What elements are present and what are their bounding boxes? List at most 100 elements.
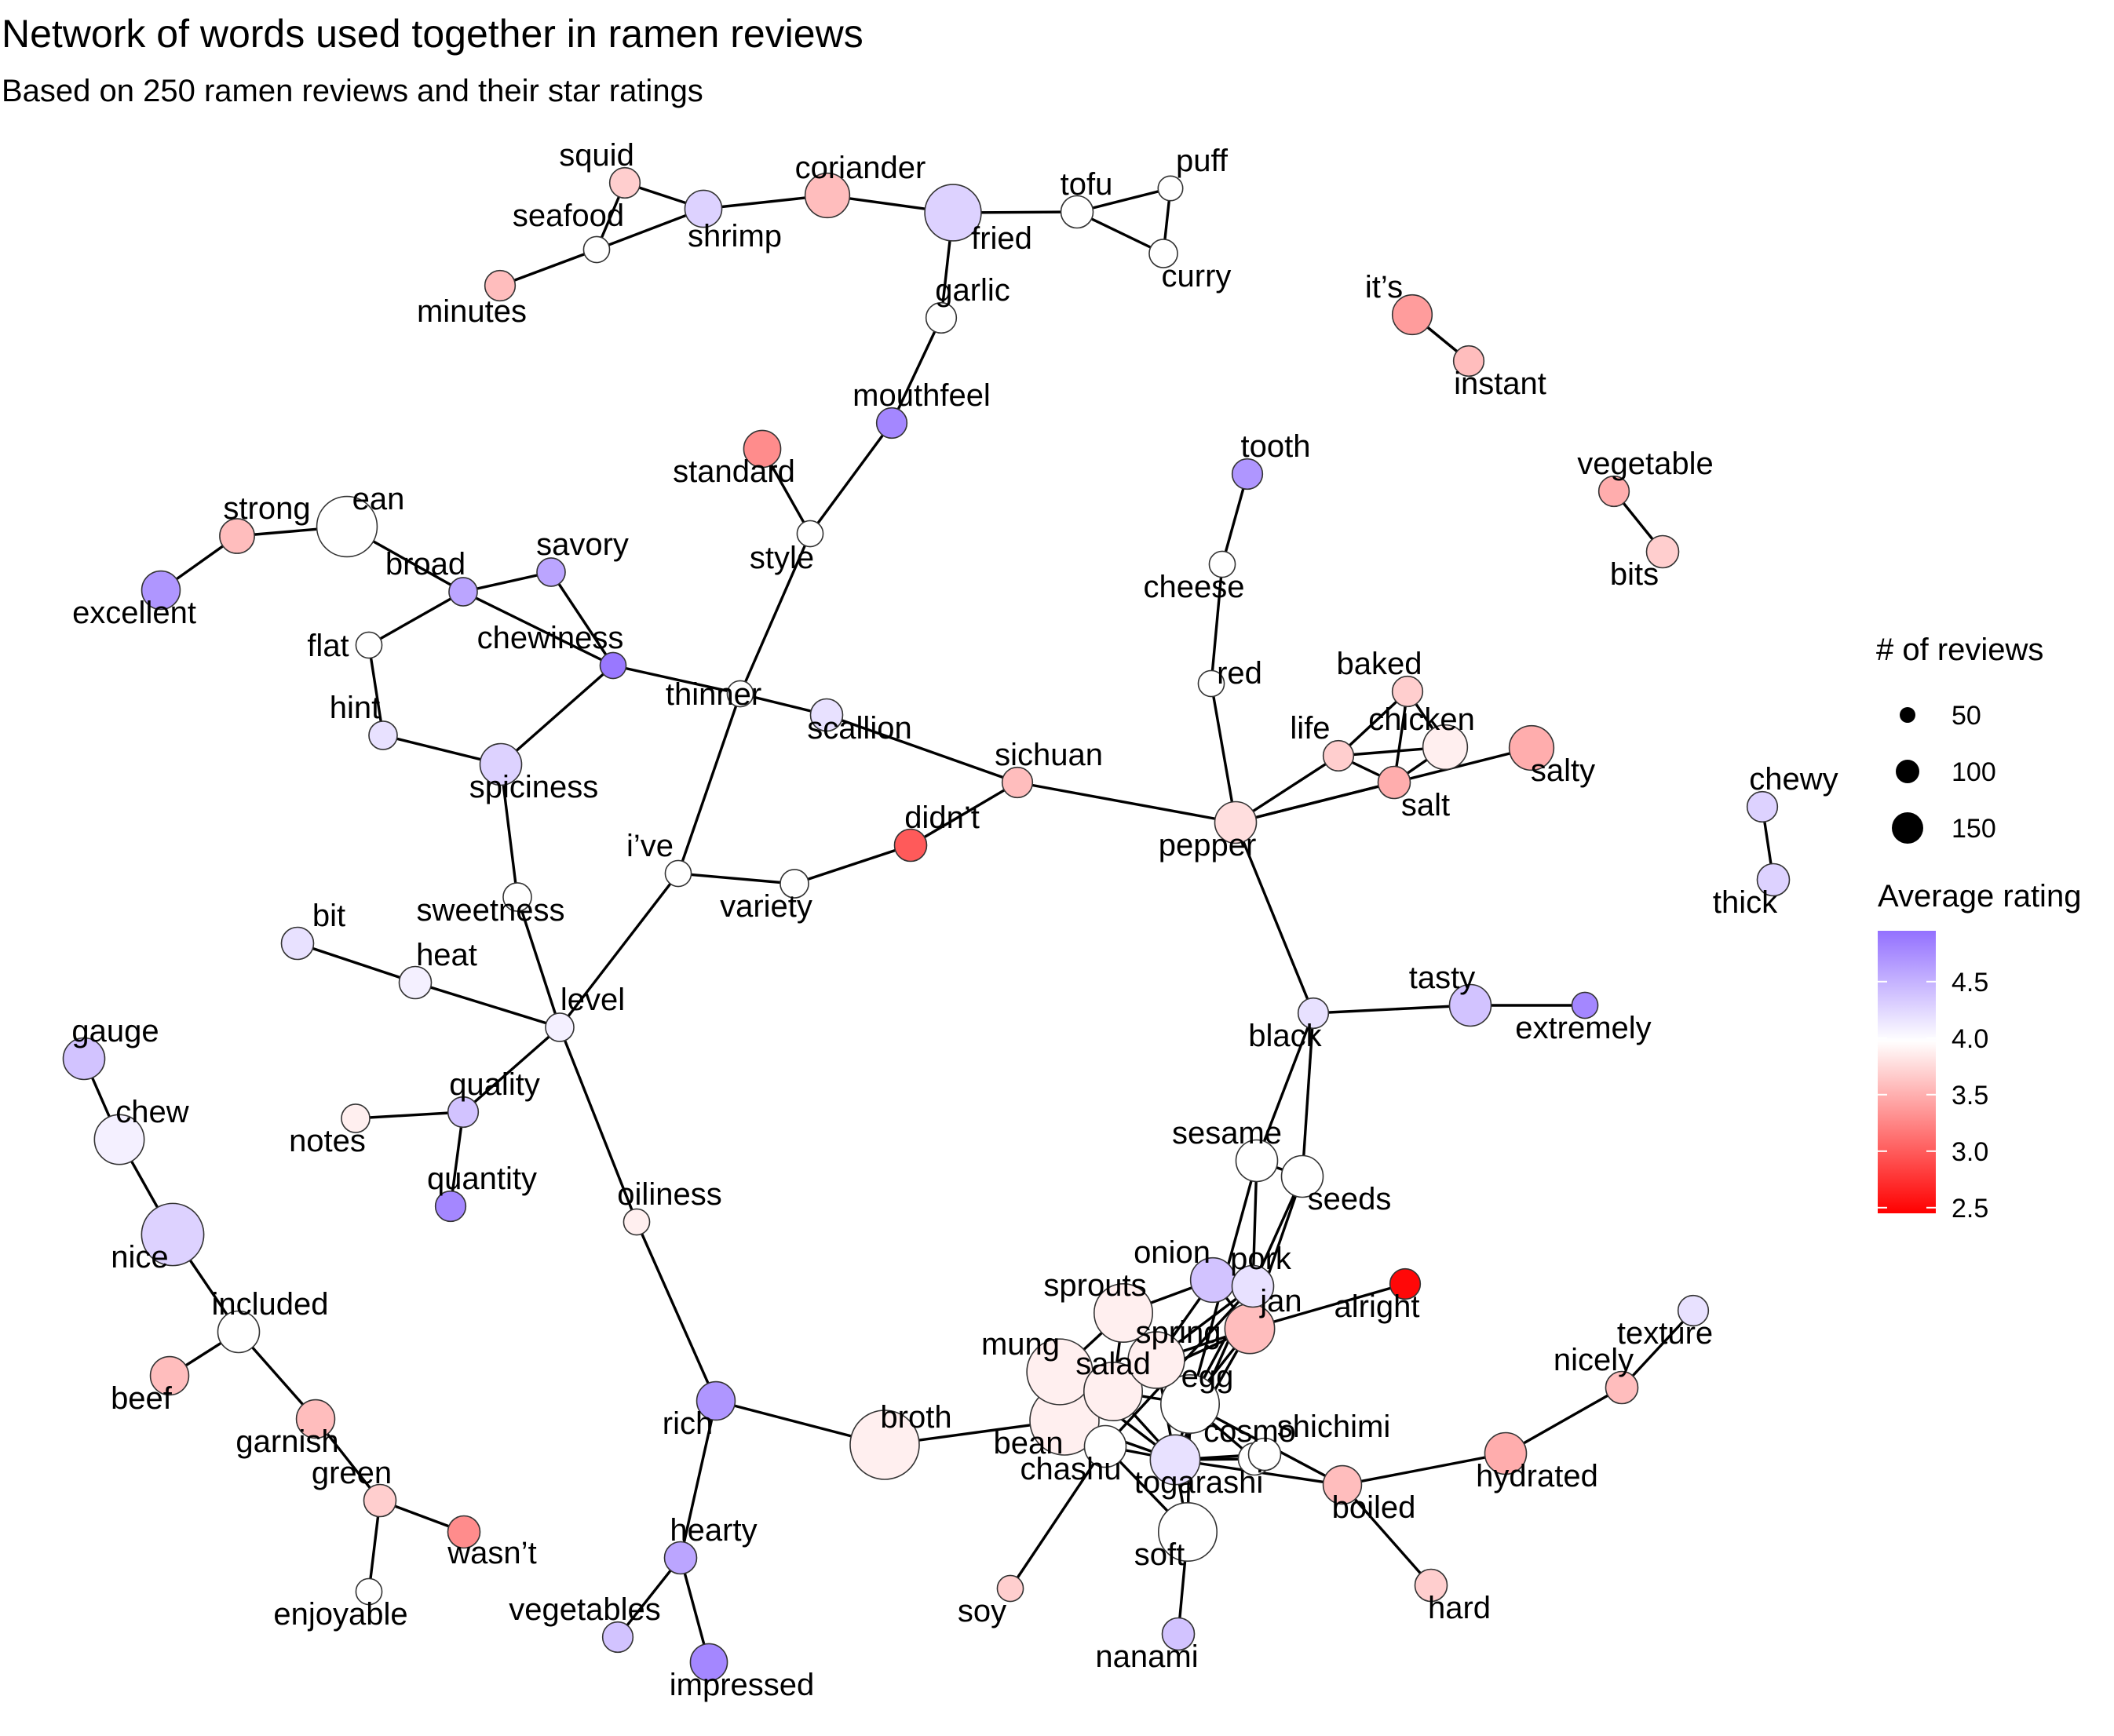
node-label-quality: quality xyxy=(449,1067,540,1102)
node-chashu xyxy=(1083,1424,1127,1468)
node-label-salt: salt xyxy=(1401,788,1450,822)
node-hint xyxy=(368,720,398,750)
node-seafood xyxy=(582,235,611,264)
node-enjoyable xyxy=(355,1577,383,1606)
node-sichuan xyxy=(1001,766,1034,799)
node-label-i-ve: i’ve xyxy=(626,829,674,863)
node-label-bits: bits xyxy=(1610,557,1659,592)
node-label-hint: hint xyxy=(330,691,381,725)
node-salt xyxy=(1377,765,1411,800)
edge-didn-t-sichuan xyxy=(910,781,1018,847)
edge-spiciness-chewiness xyxy=(499,664,615,766)
node-mouthfeel xyxy=(875,407,908,439)
node-style xyxy=(796,520,824,548)
node-rich xyxy=(696,1380,736,1421)
edge-variety-didn-t xyxy=(794,844,911,885)
node-label-salad: salad xyxy=(1075,1347,1151,1381)
edge-hydrated-nicely xyxy=(1505,1386,1623,1455)
node-label-pork: pork xyxy=(1230,1242,1292,1276)
node-garnish xyxy=(295,1399,336,1439)
color-legend-label: 2.5 xyxy=(1952,1194,1988,1224)
edge-thinner-i-ve xyxy=(677,693,742,874)
node-label-life: life xyxy=(1290,711,1330,746)
size-legend-dot-150 xyxy=(1892,812,1923,844)
node-label-chashu: chashu xyxy=(1020,1452,1122,1486)
node-label-level: level xyxy=(560,983,625,1017)
node-label-quantity: quantity xyxy=(427,1162,537,1196)
node-label-spiciness: spiciness xyxy=(469,770,599,804)
node-nanami xyxy=(1161,1617,1196,1651)
node-spiciness xyxy=(479,742,523,786)
edge-quality-quantity xyxy=(449,1111,465,1207)
node-label-red: red xyxy=(1217,656,1262,691)
node-gauge xyxy=(62,1037,106,1081)
node-label-hydrated: hydrated xyxy=(1476,1459,1598,1493)
node-cheese xyxy=(1208,550,1236,578)
color-legend-label: 4.0 xyxy=(1952,1024,1988,1054)
node-label-excellent: excellent xyxy=(72,596,196,630)
node-strong xyxy=(219,518,255,554)
node-label-hearty: hearty xyxy=(670,1513,757,1548)
edge-chashu-soy xyxy=(1009,1446,1107,1589)
node-label-tofu: tofu xyxy=(1061,167,1113,202)
node-hearty xyxy=(663,1541,698,1575)
node-seeds xyxy=(1280,1154,1324,1198)
node-label-fried: fried xyxy=(971,221,1032,256)
edge-black-tasty xyxy=(1313,1004,1471,1015)
edge-i-ve-variety xyxy=(677,872,795,885)
node-label-nanami: nanami xyxy=(1095,1639,1198,1674)
node-coriander xyxy=(804,172,851,219)
node-label-coriander: coriander xyxy=(795,151,926,185)
node-label-flat: flat xyxy=(307,629,349,663)
node-chew xyxy=(93,1114,145,1165)
node-savory xyxy=(536,557,566,587)
node-label-nicely: nicely xyxy=(1554,1343,1634,1377)
node-label-seafood: seafood xyxy=(513,199,624,233)
edge-flat-hint xyxy=(367,644,385,736)
edge-rich-hearty xyxy=(679,1400,717,1559)
node-salad xyxy=(1083,1361,1144,1422)
size-legend-dot-100 xyxy=(1896,760,1919,783)
node-pepper xyxy=(1214,801,1258,844)
node-label-sesame: sesame xyxy=(1172,1116,1282,1151)
node-label-spring: spring xyxy=(1136,1315,1221,1350)
node-label-garlic: garlic xyxy=(935,273,1010,308)
size-legend-title: # of reviews xyxy=(1876,633,2044,667)
edge-mouthfeel-style xyxy=(809,421,893,535)
node-label-ean: ean xyxy=(352,482,405,516)
node-texture xyxy=(1677,1294,1710,1327)
node-excellent xyxy=(141,570,181,611)
node-green xyxy=(363,1483,397,1518)
node-label-chewy: chewy xyxy=(1749,762,1838,797)
node-label-puff: puff xyxy=(1176,144,1229,178)
node-label-enjoyable: enjoyable xyxy=(273,1597,407,1632)
node-nice xyxy=(141,1202,205,1267)
edge-bit-heat xyxy=(297,942,416,984)
node-label-minutes: minutes xyxy=(417,294,527,329)
edge-spiciness-sweetness xyxy=(499,764,519,898)
node-label-strong: strong xyxy=(223,491,310,526)
node-label-togarashi: togarashi xyxy=(1134,1465,1264,1500)
node-impressed xyxy=(689,1643,728,1682)
edge-oiliness-rich xyxy=(635,1221,717,1402)
node-heat xyxy=(398,965,433,1000)
edge-scallion-sichuan xyxy=(826,713,1018,784)
node-baked xyxy=(1391,675,1424,708)
node-label-beef: beef xyxy=(111,1381,173,1416)
node-label-style: style xyxy=(750,541,814,575)
color-legend: 4.5 4.0 3.5 3.0 2.5 xyxy=(1878,931,1988,1224)
node-label-squid: squid xyxy=(559,138,634,173)
node-squid xyxy=(608,166,641,199)
node-soft xyxy=(1157,1501,1218,1563)
node-label-salty: salty xyxy=(1531,753,1595,788)
node-label-sichuan: sichuan xyxy=(995,738,1103,772)
node-shichimi xyxy=(1247,1437,1282,1472)
node-i-ve xyxy=(664,859,692,888)
node-thick xyxy=(1756,863,1791,897)
node-label-onion: onion xyxy=(1134,1235,1210,1270)
node-label-thinner: thinner xyxy=(666,677,761,712)
edge-boiled-hydrated xyxy=(1342,1452,1506,1486)
node-tofu xyxy=(1060,195,1094,229)
node-label-wasn-t: wasn’t xyxy=(447,1536,536,1570)
edge-style-thinner xyxy=(739,533,812,695)
